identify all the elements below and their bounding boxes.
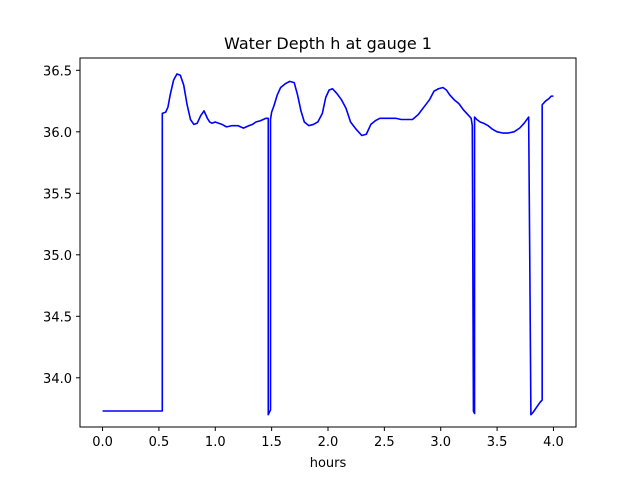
y-tick-label: 36.5 (43, 64, 72, 79)
x-tick-label: 2.5 (374, 435, 395, 450)
x-tick-label: 3.0 (430, 435, 451, 450)
x-axis: 0.0 0.5 1.0 1.5 2.0 2.5 3.0 3.5 4.0 (92, 427, 564, 450)
x-tick-label: 2.0 (318, 435, 339, 450)
y-tick-label: 36.0 (43, 126, 72, 141)
series-line-0 (102, 73, 554, 416)
x-tick-label: 1.0 (205, 435, 226, 450)
y-tick-label: 35.0 (43, 249, 72, 264)
y-tick-label: 35.5 (43, 187, 72, 202)
y-tick-label: 34.0 (43, 372, 72, 387)
x-tick-label: 1.5 (261, 435, 282, 450)
y-tick-label: 34.5 (43, 310, 72, 325)
chart-title: Water Depth h at gauge 1 (224, 34, 432, 53)
y-axis: 34.0 34.5 35.0 35.5 36.0 36.5 (43, 64, 80, 387)
plot-area (80, 58, 576, 427)
x-tick-label: 0.0 (92, 435, 113, 450)
x-axis-label: hours (310, 456, 347, 471)
x-tick-label: 4.0 (543, 435, 564, 450)
series-layer (102, 73, 554, 416)
x-tick-label: 0.5 (149, 435, 170, 450)
x-tick-label: 3.5 (487, 435, 508, 450)
